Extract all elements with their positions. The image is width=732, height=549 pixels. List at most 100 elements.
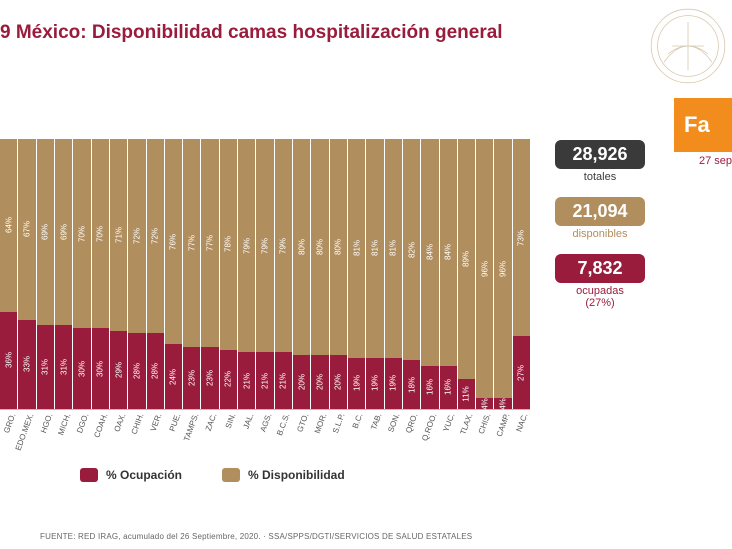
bar-label-occupied: 36%: [4, 352, 13, 368]
bar-label-occupied: 20%: [315, 374, 324, 390]
bar-label-available: 78%: [224, 236, 233, 252]
bar-seg-occupied: 30%: [73, 328, 90, 409]
bar-label-occupied: 22%: [224, 371, 233, 387]
bar-seg-occupied: 19%: [348, 358, 365, 409]
bar-seg-occupied: 20%: [293, 355, 310, 409]
bar-seg-available: 69%: [37, 139, 54, 325]
bar-seg-occupied: 23%: [183, 347, 200, 409]
bar-seg-occupied: 22%: [220, 350, 237, 409]
bar-label-available: 76%: [169, 234, 178, 250]
bar-seg-occupied: 29%: [110, 331, 127, 409]
bar-label-occupied: 31%: [41, 359, 50, 375]
bar-seg-available: 78%: [220, 139, 237, 350]
summary-panel: 28,926 totales 21,094 disponibles 7,832 …: [535, 140, 665, 309]
bar-col: 80%20%: [329, 139, 347, 409]
bar-label-available: 69%: [41, 224, 50, 240]
bar-seg-occupied: 4%: [476, 398, 493, 409]
bar-col: 79% 21%: [237, 139, 255, 409]
bar-label-available: 64%: [4, 217, 13, 233]
x-axis-label: CHIH.: [128, 412, 146, 462]
bar-seg-available: 81%: [348, 139, 365, 358]
x-axis-label: HGO.: [37, 412, 55, 462]
bar-col: 69% 31%: [36, 139, 54, 409]
bar-label-available: 80%: [315, 239, 324, 255]
summary-occupied-label: ocupadas (27%): [555, 285, 645, 309]
bar-col: 80%20%: [292, 139, 310, 409]
bar-label-occupied: 24%: [169, 369, 178, 385]
bar-label-occupied: 18%: [407, 377, 416, 393]
x-axis-label: COAH.: [91, 412, 109, 462]
bar-label-occupied: 16%: [425, 379, 434, 395]
bar-label-occupied: 30%: [96, 360, 105, 376]
bar-col: 64% 36%: [0, 139, 17, 409]
bar-label-occupied: 20%: [334, 374, 343, 390]
bar-seg-available: 77%: [183, 139, 200, 347]
bar-col: 72%28%: [127, 139, 145, 409]
bar-seg-available: 70%: [92, 139, 109, 328]
bar-seg-available: 79%: [238, 139, 255, 352]
date-label: 27 sep: [699, 155, 732, 167]
bar-col: 69% 31%: [54, 139, 72, 409]
bar-seg-available: 80%: [293, 139, 310, 355]
bar-label-available: 67%: [22, 221, 31, 237]
bar-label-occupied: 30%: [77, 360, 86, 376]
bar-col: 72% 28%: [146, 139, 164, 409]
x-axis-label: MICH.: [55, 412, 73, 462]
bar-seg-available: 84%: [421, 139, 438, 366]
bar-seg-occupied: 21%: [275, 352, 292, 409]
bar-seg-occupied: 36%: [0, 312, 17, 409]
bar-seg-occupied: 28%: [147, 333, 164, 409]
summary-available-value: 21,094: [555, 197, 645, 226]
bar-label-available: 96%: [499, 261, 508, 277]
bar-label-available: 79%: [279, 238, 288, 254]
bar-seg-available: 70%: [73, 139, 90, 328]
bar-label-occupied: 33%: [22, 356, 31, 372]
x-axis-label: VER.: [146, 412, 164, 462]
bar-chart-plot: 64%36%67%33%69%31%69%31%70%30%70%30%71%2…: [0, 140, 530, 410]
bar-col: 79% 21%: [274, 139, 292, 409]
summary-occupied: 7,832 ocupadas (27%): [555, 254, 645, 309]
x-axis-label: TLAX.: [457, 412, 475, 462]
bar-label-occupied: 19%: [389, 375, 398, 391]
legend-swatch-occupied: [80, 468, 98, 482]
bar-label-available: 84%: [444, 244, 453, 260]
bar-seg-available: 67%: [18, 139, 35, 320]
x-axis-label: Q.ROO.: [420, 412, 438, 462]
bar-label-occupied: 31%: [59, 359, 68, 375]
bar-label-occupied: 27%: [517, 365, 526, 381]
x-axis-label: YUC.: [439, 412, 457, 462]
bar-seg-occupied: 23%: [201, 347, 218, 409]
bar-label-occupied: 19%: [352, 375, 361, 391]
bar-label-available: 69%: [59, 224, 68, 240]
bar-seg-occupied: 33%: [18, 320, 35, 409]
bar-seg-available: 71%: [110, 139, 127, 331]
bar-label-available: 73%: [517, 230, 526, 246]
bar-col: 82%18%: [402, 139, 420, 409]
bar-label-occupied: 21%: [242, 373, 251, 389]
x-axis-label: QRO.: [402, 412, 420, 462]
bar-col: 73% 27%: [512, 139, 530, 409]
bar-seg-occupied: 31%: [55, 325, 72, 409]
bar-seg-available: 79%: [275, 139, 292, 352]
legend-available: % Disponibilidad: [222, 468, 345, 482]
bar-col: 96% 4%: [493, 139, 511, 409]
legend-occupied: % Ocupación: [80, 468, 182, 482]
bar-label-occupied: 21%: [279, 373, 288, 389]
bar-label-occupied: 16%: [444, 379, 453, 395]
bar-seg-occupied: 4%: [494, 398, 511, 409]
x-axis-label: CAMP.: [494, 412, 512, 462]
bar-label-available: 81%: [352, 240, 361, 256]
bar-label-available: 72%: [151, 228, 160, 244]
x-axis-label: MOR.: [311, 412, 329, 462]
bar-label-occupied: 4%: [499, 398, 508, 410]
bar-seg-occupied: 16%: [440, 366, 457, 409]
x-axis-label: B.C.S.: [274, 412, 292, 462]
bar-label-occupied: 21%: [261, 373, 270, 389]
bar-seg-available: 89%: [458, 139, 475, 379]
bar-col: 79%21%: [255, 139, 273, 409]
bar-seg-available: 73%: [513, 139, 530, 336]
summary-occupied-value: 7,832: [555, 254, 645, 283]
bar-col: 70% 30%: [91, 139, 109, 409]
bar-col: 78% 22%: [219, 139, 237, 409]
x-axis-label: OAX.: [110, 412, 128, 462]
